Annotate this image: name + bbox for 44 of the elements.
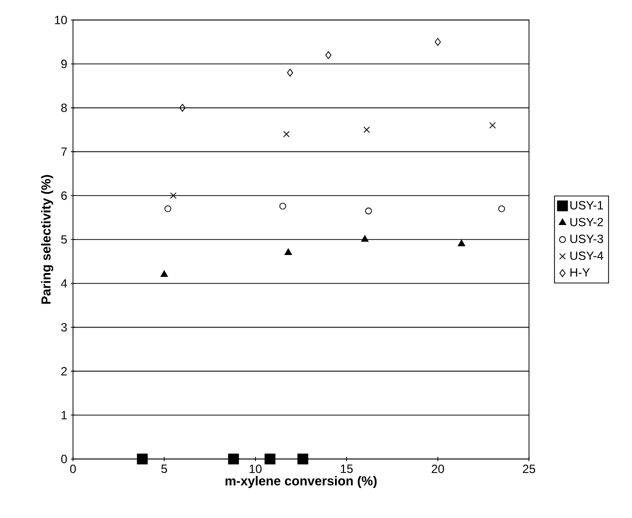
point — [325, 51, 332, 60]
y-tick-label: 3 — [61, 323, 67, 332]
point — [228, 454, 239, 464]
point — [179, 104, 186, 112]
point — [498, 205, 506, 212]
x-tick-label: 15 — [340, 464, 353, 473]
point — [458, 240, 466, 246]
point — [283, 130, 290, 138]
point — [136, 454, 148, 464]
x-tick-label: 5 — [161, 464, 168, 473]
legend-label: USY-3 — [570, 234, 604, 244]
x-axis-title: m-xylene conversion (%) — [226, 476, 377, 488]
y-tick-label: 6 — [61, 191, 67, 200]
point — [264, 454, 276, 464]
point — [434, 38, 441, 46]
legend-label: USY-2 — [570, 218, 603, 226]
x-tick-label: 25 — [522, 464, 536, 474]
point — [489, 122, 496, 129]
point — [361, 235, 369, 242]
point — [363, 126, 370, 133]
y-tick-label: 9 — [61, 60, 67, 68]
y-tick-label: 1 — [62, 410, 67, 420]
legend-label: USY-1 — [570, 200, 604, 210]
x-tick-label: 10 — [250, 464, 262, 474]
y-axis-title: Paring selectivity (%) — [41, 175, 54, 304]
point — [365, 208, 372, 214]
point — [297, 454, 308, 464]
x-tick-label: 0 — [70, 464, 76, 474]
y-tick-label: 10 — [54, 16, 67, 24]
y-tick-label: 5 — [61, 235, 67, 244]
y-tick-label: 2 — [61, 367, 67, 376]
legend-label: H-Y — [570, 268, 590, 277]
point — [170, 192, 177, 199]
point — [287, 68, 294, 77]
y-tick-label: 7 — [61, 148, 67, 156]
legend-label: USY-4 — [570, 251, 604, 260]
y-tick-label: 0 — [61, 454, 67, 464]
point — [160, 270, 168, 277]
point — [164, 205, 172, 212]
x-tick-label: 20 — [432, 464, 444, 474]
point — [284, 248, 292, 255]
y-tick-label: 8 — [61, 104, 67, 112]
y-tick-label: 4 — [60, 279, 68, 288]
point — [279, 202, 286, 210]
